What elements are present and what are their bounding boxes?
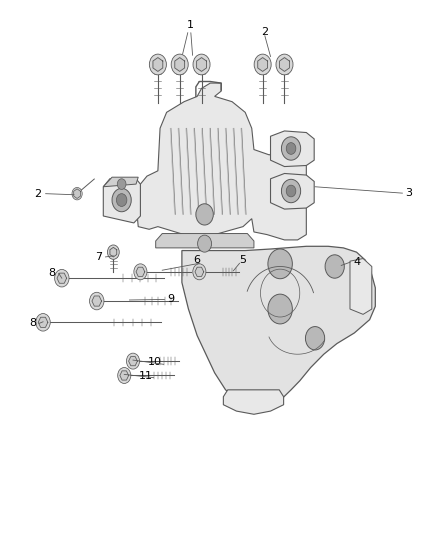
- Circle shape: [117, 193, 127, 206]
- Polygon shape: [197, 58, 206, 71]
- Circle shape: [276, 54, 293, 75]
- Polygon shape: [279, 58, 290, 71]
- Circle shape: [118, 368, 131, 383]
- Circle shape: [193, 264, 206, 280]
- Circle shape: [89, 292, 104, 310]
- Text: 2: 2: [34, 189, 41, 199]
- Circle shape: [134, 264, 147, 280]
- Text: 8: 8: [29, 318, 36, 328]
- Circle shape: [149, 54, 166, 75]
- Circle shape: [55, 269, 69, 287]
- Circle shape: [268, 294, 292, 324]
- Text: 4: 4: [353, 257, 360, 267]
- Polygon shape: [129, 357, 138, 366]
- Circle shape: [282, 179, 300, 203]
- Polygon shape: [92, 296, 102, 306]
- Circle shape: [325, 255, 344, 278]
- Polygon shape: [271, 173, 314, 209]
- Text: 8: 8: [49, 269, 56, 278]
- Polygon shape: [74, 189, 81, 198]
- Circle shape: [254, 54, 271, 75]
- Polygon shape: [223, 390, 284, 414]
- Polygon shape: [175, 58, 185, 71]
- Polygon shape: [136, 267, 145, 277]
- Polygon shape: [103, 179, 141, 223]
- Polygon shape: [182, 246, 375, 405]
- Polygon shape: [155, 233, 254, 248]
- Circle shape: [286, 143, 296, 155]
- Text: 5: 5: [240, 255, 247, 265]
- Polygon shape: [195, 267, 204, 277]
- Polygon shape: [258, 58, 268, 71]
- Circle shape: [72, 188, 82, 200]
- Text: 11: 11: [139, 371, 153, 381]
- Text: 6: 6: [194, 255, 201, 265]
- Circle shape: [36, 313, 50, 331]
- Text: 9: 9: [167, 294, 174, 304]
- Circle shape: [198, 235, 212, 252]
- Circle shape: [305, 327, 325, 350]
- Circle shape: [196, 204, 213, 225]
- Polygon shape: [350, 259, 372, 314]
- Polygon shape: [271, 131, 314, 166]
- Polygon shape: [103, 177, 138, 187]
- Text: 2: 2: [261, 27, 268, 37]
- Text: 1: 1: [187, 20, 194, 30]
- Circle shape: [112, 188, 131, 212]
- Text: 10: 10: [148, 357, 162, 367]
- Circle shape: [117, 179, 126, 189]
- Circle shape: [127, 353, 140, 369]
- Polygon shape: [38, 317, 48, 327]
- Text: 7: 7: [95, 252, 102, 262]
- Circle shape: [268, 249, 292, 279]
- Circle shape: [107, 245, 119, 260]
- Circle shape: [282, 137, 300, 160]
- Polygon shape: [136, 83, 306, 240]
- Circle shape: [171, 54, 188, 75]
- Circle shape: [286, 185, 296, 197]
- Polygon shape: [153, 58, 163, 71]
- Circle shape: [193, 54, 210, 75]
- Polygon shape: [57, 273, 67, 283]
- Polygon shape: [110, 247, 117, 257]
- Text: 3: 3: [406, 188, 413, 198]
- Polygon shape: [120, 371, 129, 380]
